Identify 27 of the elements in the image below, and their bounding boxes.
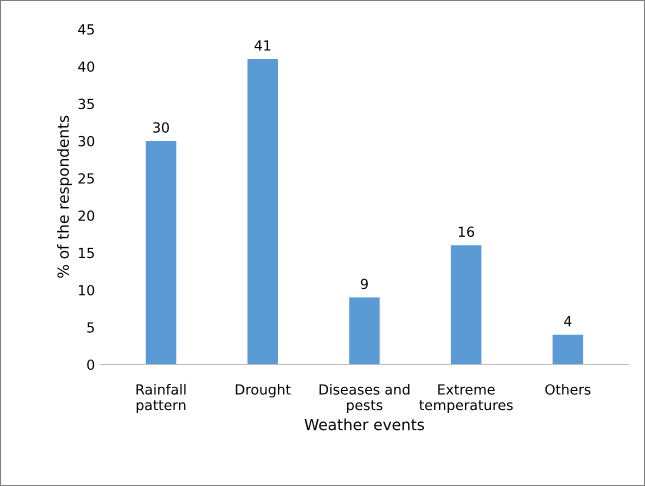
bar: [247, 58, 278, 364]
data-label: 9: [360, 278, 368, 290]
y-tick-label: 35: [78, 98, 94, 110]
x-tick-label: Others: [545, 384, 591, 395]
y-tick-label: 15: [78, 248, 94, 258]
bar: [552, 334, 584, 364]
x-tick-label: Rainfall pattern: [136, 384, 186, 413]
y-tick-label: 40: [78, 61, 94, 72]
y-tick-label: 30: [78, 136, 94, 146]
bar: [450, 245, 482, 364]
x-tick-label: Drought: [236, 384, 291, 398]
data-label: 30: [153, 122, 169, 133]
x-axis-title: Weather events: [304, 418, 424, 430]
x-tick-label: Extreme temperatures: [419, 384, 513, 413]
y-tick-label: 0: [87, 359, 94, 370]
data-label: 4: [564, 316, 572, 326]
y-tick-label: 25: [78, 173, 94, 184]
y-tick-label: 45: [78, 24, 94, 35]
bar: [349, 297, 380, 364]
y-tick-label: 5: [87, 322, 94, 333]
y-tick-label: 10: [78, 284, 94, 296]
bar: [146, 140, 176, 364]
data-label: 41: [254, 40, 270, 51]
x-tick-label: Diseases and pests: [320, 384, 410, 413]
y-axis-title: % of the respondents: [57, 116, 72, 278]
data-label: 16: [458, 226, 474, 238]
y-tick-label: 20: [78, 210, 94, 221]
